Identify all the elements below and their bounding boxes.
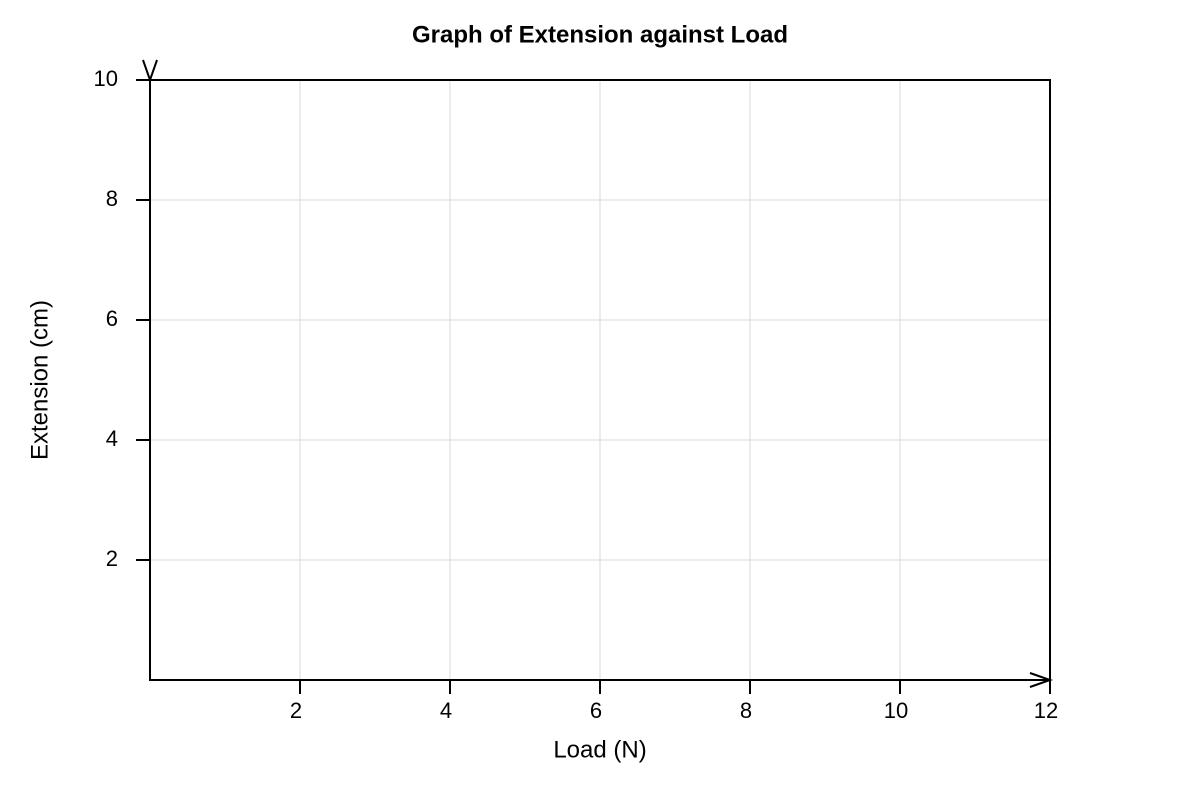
- y-tick-label: 6: [106, 306, 118, 331]
- x-tick-label: 12: [1034, 698, 1058, 723]
- x-tick-label: 2: [290, 698, 302, 723]
- y-tick-label: 4: [106, 426, 118, 451]
- x-tick-label: 6: [590, 698, 602, 723]
- y-tick-label: 8: [106, 186, 118, 211]
- chart-title: Graph of Extension against Load: [412, 21, 788, 48]
- x-tick-label: 8: [740, 698, 752, 723]
- y-axis-arrow: [142, 59, 158, 84]
- y-axis-label: Extension (cm): [26, 300, 53, 460]
- y-tick-label: 2: [106, 546, 118, 571]
- x-tick-label: 10: [884, 698, 908, 723]
- grid: [150, 79, 1051, 680]
- x-axis-label: Load (N): [553, 736, 646, 763]
- x-tick-label: 4: [440, 698, 452, 723]
- y-tick-label: 10: [94, 66, 118, 91]
